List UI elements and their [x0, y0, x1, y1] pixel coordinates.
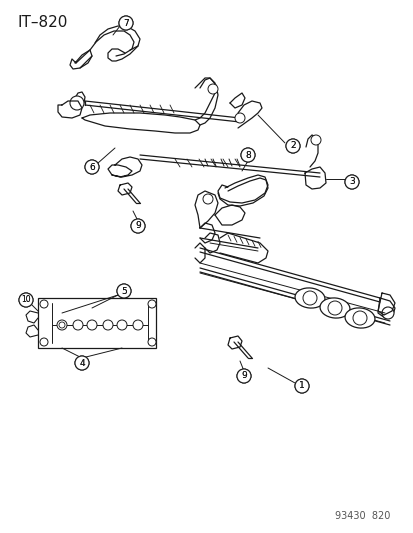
Circle shape: [117, 284, 131, 298]
Text: 5: 5: [121, 287, 126, 295]
Circle shape: [103, 320, 113, 330]
Circle shape: [236, 369, 250, 383]
Circle shape: [352, 311, 366, 325]
Circle shape: [117, 284, 131, 298]
Text: 1: 1: [299, 382, 304, 391]
Circle shape: [202, 194, 212, 204]
Circle shape: [133, 320, 142, 330]
Text: 7: 7: [123, 19, 128, 28]
Circle shape: [381, 307, 393, 319]
Text: 4: 4: [79, 359, 85, 367]
Circle shape: [240, 148, 254, 162]
Text: 7: 7: [123, 19, 128, 28]
Text: 3: 3: [348, 177, 354, 187]
Circle shape: [19, 293, 33, 307]
Text: 2: 2: [290, 141, 295, 150]
Text: 10: 10: [21, 295, 31, 304]
Text: IT–820: IT–820: [18, 15, 68, 30]
Text: 93430  820: 93430 820: [334, 511, 389, 521]
Text: 2: 2: [290, 141, 295, 150]
Circle shape: [85, 160, 99, 174]
Ellipse shape: [294, 288, 324, 308]
Text: 4: 4: [79, 359, 85, 367]
Circle shape: [119, 16, 133, 30]
Text: 9: 9: [240, 372, 246, 381]
Circle shape: [327, 301, 341, 315]
Circle shape: [119, 16, 133, 30]
FancyBboxPatch shape: [38, 298, 156, 348]
Text: 5: 5: [121, 287, 126, 295]
Circle shape: [59, 322, 65, 328]
Circle shape: [285, 139, 299, 153]
Circle shape: [294, 379, 308, 393]
Text: 9: 9: [135, 222, 140, 230]
Text: 3: 3: [348, 177, 354, 187]
Circle shape: [294, 379, 308, 393]
Circle shape: [40, 300, 48, 308]
Text: 6: 6: [89, 163, 95, 172]
Circle shape: [235, 113, 244, 123]
Text: 8: 8: [244, 150, 250, 159]
Ellipse shape: [344, 308, 374, 328]
Circle shape: [302, 291, 316, 305]
Circle shape: [57, 320, 67, 330]
Circle shape: [73, 320, 83, 330]
Circle shape: [87, 320, 97, 330]
Circle shape: [131, 219, 145, 233]
Circle shape: [70, 96, 84, 110]
Circle shape: [207, 84, 218, 94]
Text: 10: 10: [21, 295, 31, 304]
Circle shape: [75, 356, 89, 370]
Circle shape: [147, 338, 156, 346]
Text: 1: 1: [299, 382, 304, 391]
Circle shape: [147, 300, 156, 308]
Circle shape: [310, 135, 320, 145]
Text: 8: 8: [244, 150, 250, 159]
Circle shape: [240, 148, 254, 162]
Circle shape: [85, 160, 99, 174]
Text: 6: 6: [89, 163, 95, 172]
Circle shape: [344, 175, 358, 189]
Circle shape: [236, 369, 250, 383]
Circle shape: [19, 293, 33, 307]
Circle shape: [117, 320, 127, 330]
Circle shape: [285, 139, 299, 153]
Text: 9: 9: [240, 372, 246, 381]
Circle shape: [344, 175, 358, 189]
Circle shape: [75, 356, 89, 370]
Circle shape: [40, 338, 48, 346]
Text: 9: 9: [135, 222, 140, 230]
Ellipse shape: [319, 298, 349, 318]
Circle shape: [131, 219, 145, 233]
